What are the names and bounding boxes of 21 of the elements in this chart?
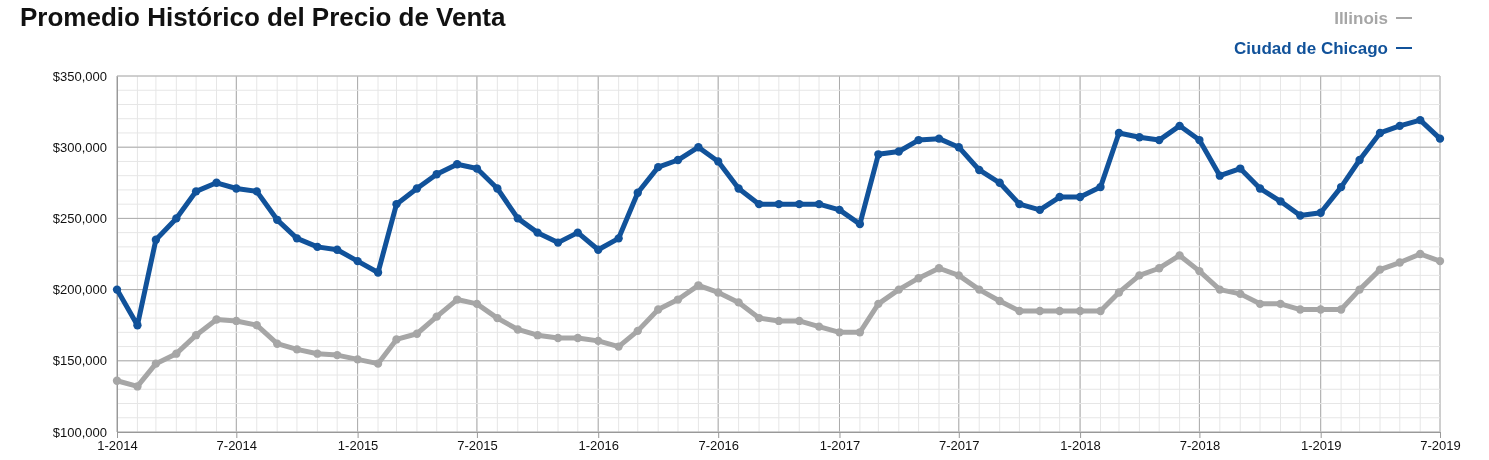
legend-label: Illinois [1334,9,1388,28]
y-tick-label: $200,000 [52,282,107,298]
y-tick-label: $100,000 [52,424,107,440]
x-tick-label: 1-2014 [97,438,138,454]
x-tick-label: 7-2019 [1420,438,1461,454]
legend-label: Ciudad de Chicago [1234,39,1388,58]
x-tick-label: 1-2015 [337,438,379,454]
y-tick-label: $350,000 [52,68,107,84]
x-tick-label: 7-2016 [698,438,739,454]
x-tick-label: 1-2019 [1300,438,1342,454]
x-tick-label: 7-2018 [1179,438,1221,454]
x-tick-label: 7-2015 [457,438,498,454]
x-tick-label: 1-2016 [578,438,619,454]
chart-title: Promedio Histórico del Precio de Venta [20,2,507,32]
x-tick-label: 7-2017 [939,438,980,454]
y-tick-label: $250,000 [52,211,107,227]
x-tick-label: 7-2014 [216,438,258,454]
y-tick-label: $150,000 [52,353,107,369]
x-tick-label: 1-2018 [1060,438,1101,454]
x-tick-label: 1-2017 [819,438,861,454]
y-tick-label: $300,000 [52,139,107,155]
